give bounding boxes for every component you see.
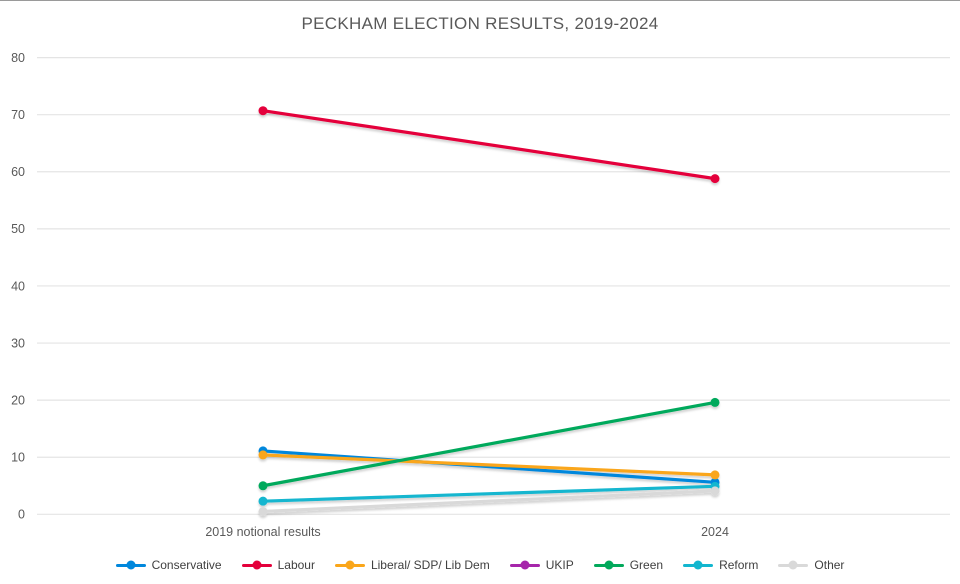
y-tick-label-60: 60 (11, 165, 25, 179)
series-green (258, 397, 720, 491)
legend-item-liberal-sdp-lib-dem: Liberal/ SDP/ Lib Dem (334, 558, 490, 572)
data-point-liberal-sdp-lib-dem-2024 (710, 470, 720, 480)
legend-swatch-ukip-icon (509, 560, 540, 570)
legend-label-labour: Labour (277, 558, 315, 572)
y-tick-label-50: 50 (11, 222, 25, 236)
legend-marker-ukip-icon (520, 560, 530, 570)
legend-marker-other-icon (788, 560, 798, 570)
gridlines (37, 56, 950, 515)
y-axis-tick-labels: 0 10 20 30 40 50 60 70 80 (11, 51, 25, 522)
x-tick-label-2024: 2024 (701, 525, 729, 539)
y-tick-label-0: 0 (18, 508, 25, 522)
legend-swatch-liberal-sdp-lib-dem-icon (334, 560, 365, 570)
data-point-green-2024 (710, 397, 720, 407)
series-line-conservative (261, 449, 717, 484)
series-liberal-sdp-lib-dem (258, 450, 720, 480)
legend-label-green: Green (629, 558, 664, 572)
legend-item-ukip: UKIP (509, 558, 574, 572)
legend-item-reform: Reform (683, 558, 758, 572)
legend-item-labour: Labour (241, 558, 315, 572)
series-labour (258, 106, 720, 184)
data-point-reform-2019-notional-results (258, 496, 268, 506)
series-line-reform (261, 484, 717, 503)
data-point-green-2019-notional-results (258, 481, 268, 491)
x-tick-label-2019-notional-results: 2019 notional results (205, 525, 320, 539)
legend-item-conservative: Conservative (115, 558, 222, 572)
y-tick-label-30: 30 (11, 336, 25, 350)
legend-marker-liberal-sdp-lib-dem-icon (345, 560, 355, 570)
legend-label-ukip: UKIP (545, 558, 574, 572)
legend-label-conservative: Conservative (151, 558, 222, 572)
series-line-liberal-sdp-lib-dem (261, 453, 717, 477)
data-point-liberal-sdp-lib-dem-2019-notional-results (258, 450, 268, 460)
legend-item-other: Other (778, 558, 844, 572)
series-conservative (258, 446, 720, 487)
y-tick-label-20: 20 (11, 394, 25, 408)
series-line-other (261, 489, 717, 514)
legend-swatch-other-icon (778, 560, 809, 570)
series-line-green (261, 400, 717, 488)
legend-swatch-labour-icon (241, 560, 272, 570)
series-group (258, 106, 720, 516)
legend-marker-green-icon (604, 560, 614, 570)
data-point-other-2024 (710, 486, 720, 496)
legend-label-reform: Reform (719, 558, 759, 572)
legend-marker-labour-icon (252, 560, 262, 570)
series-other (258, 486, 720, 516)
chart-title: PECKHAM ELECTION RESULTS, 2019-2024 (301, 14, 659, 33)
legend-swatch-green-icon (593, 560, 624, 570)
legend-label-other: Other (814, 558, 845, 572)
data-point-other-2019-notional-results (258, 506, 268, 516)
chart-legend: Conservative Labour Liberal/ SDP/ Lib Dem U… (0, 558, 960, 572)
y-tick-label-80: 80 (11, 51, 25, 65)
y-tick-label-70: 70 (11, 108, 25, 122)
data-point-labour-2024 (710, 174, 720, 184)
legend-item-green: Green (593, 558, 664, 572)
y-tick-label-40: 40 (11, 279, 25, 293)
series-line-labour (261, 109, 717, 181)
legend-marker-conservative-icon (126, 560, 136, 570)
legend-swatch-reform-icon (683, 560, 714, 570)
data-point-labour-2019-notional-results (258, 106, 268, 116)
legend-marker-reform-icon (693, 560, 703, 570)
y-tick-label-10: 10 (11, 451, 25, 465)
legend-swatch-conservative-icon (115, 560, 146, 570)
x-axis-tick-labels: 2019 notional results 2024 (205, 525, 729, 539)
legend-label-liberal-sdp-lib-dem: Liberal/ SDP/ Lib Dem (370, 558, 490, 572)
